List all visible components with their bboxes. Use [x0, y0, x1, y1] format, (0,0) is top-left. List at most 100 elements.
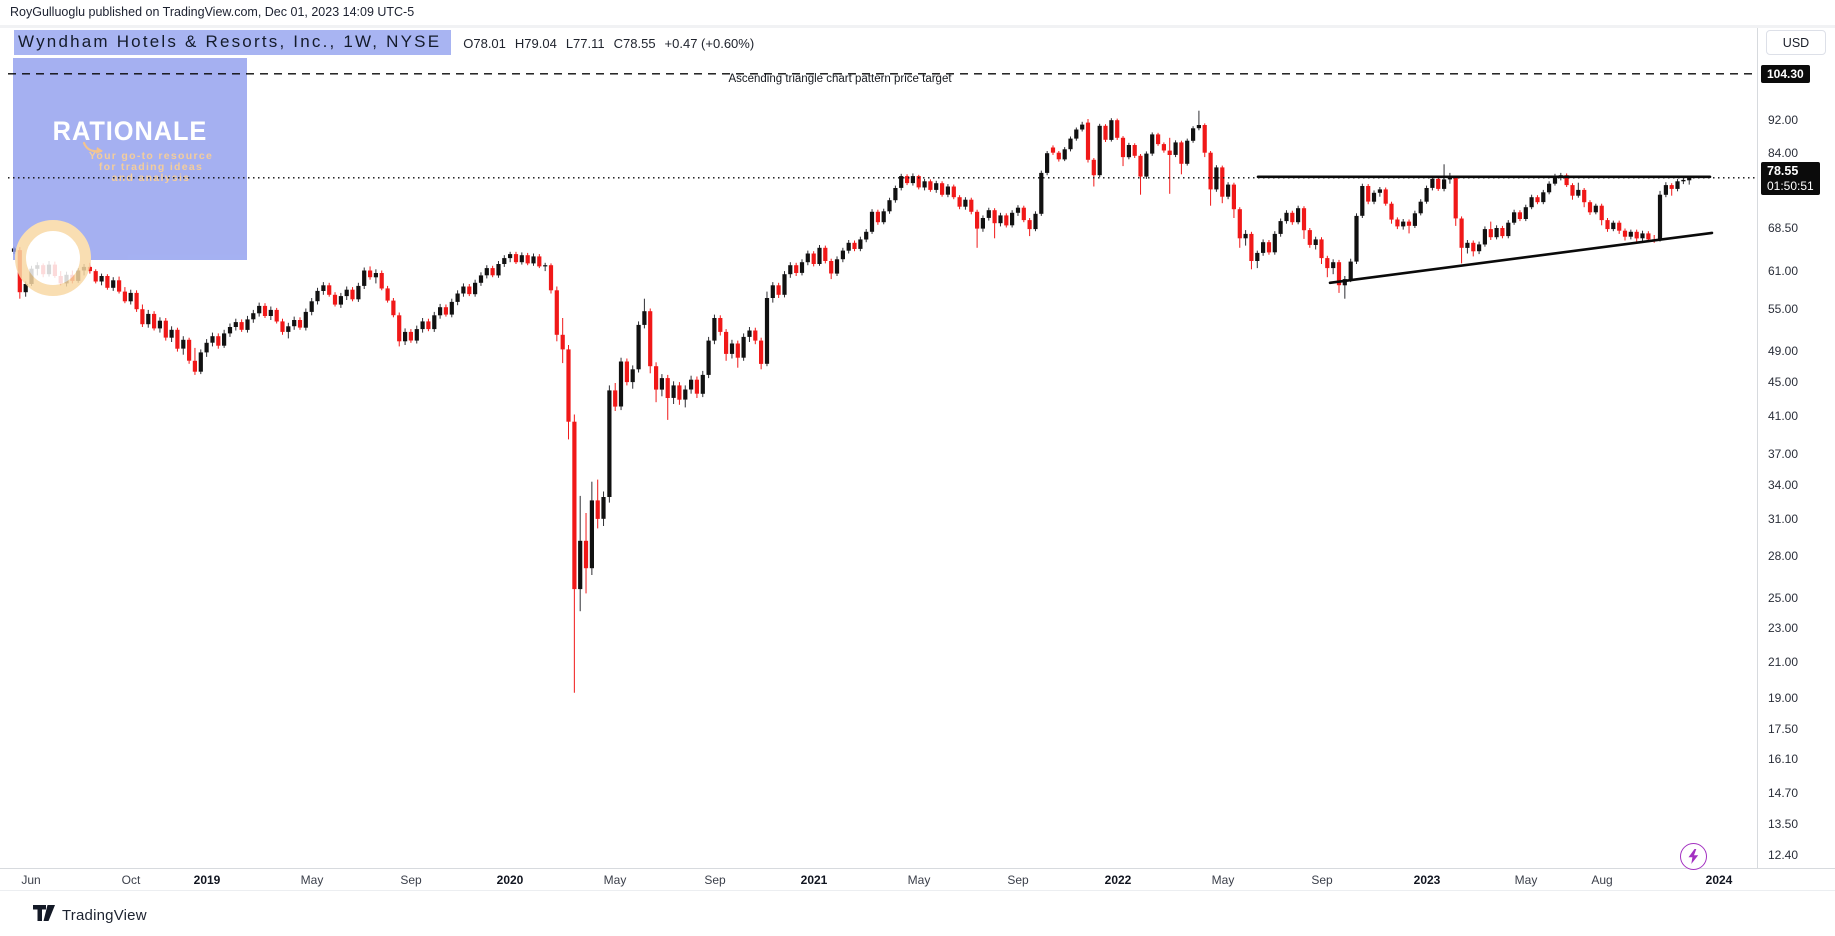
candle-body — [140, 309, 145, 325]
candle-body — [1541, 192, 1546, 203]
candle-body — [694, 379, 699, 394]
candle-body — [963, 199, 968, 207]
candle-body — [683, 389, 688, 400]
candle-body — [508, 254, 513, 259]
candle-body — [1080, 124, 1085, 130]
symbol-title[interactable]: Wyndham Hotels & Resorts, Inc., 1W, NYSE — [14, 30, 452, 55]
candle-body — [1640, 233, 1645, 239]
candle-body — [782, 274, 787, 295]
candle-body — [572, 421, 577, 590]
candle-body — [741, 336, 746, 358]
price-axis[interactable]: 104.30 92.00 84.00 78.55 01:50:51 68.50 61.00 5… — [1757, 28, 1835, 869]
candle-body — [659, 378, 664, 390]
candle-body — [210, 336, 215, 343]
candle-body — [1027, 220, 1032, 230]
currency-badge[interactable]: USD — [1766, 30, 1826, 55]
candle-body — [864, 231, 869, 240]
candle-body — [175, 329, 180, 349]
candle-body — [321, 285, 326, 291]
candle-body — [1045, 153, 1050, 173]
time-tick-month: Sep — [400, 873, 422, 887]
candle-body — [362, 270, 367, 286]
candle-body — [724, 331, 729, 354]
header-divider — [0, 25, 1835, 28]
candle-body — [840, 250, 845, 260]
candle-body — [905, 176, 910, 184]
candle-body — [338, 296, 343, 305]
footer-brand[interactable]: TradingView — [33, 905, 147, 925]
candle-body — [805, 253, 810, 263]
close-value: C78.55 — [613, 36, 656, 51]
candle-body — [93, 271, 98, 282]
candle-body — [642, 311, 647, 325]
candle-body — [1593, 205, 1598, 213]
price-tick-label: 41.00 — [1768, 409, 1799, 424]
candle-body — [613, 390, 618, 407]
candle-body — [111, 280, 116, 288]
price-tick-label: 31.00 — [1768, 511, 1799, 526]
time-tick-month: Aug — [1591, 873, 1613, 887]
candle-body — [910, 176, 915, 184]
candle-body — [315, 290, 320, 302]
candle-body — [490, 268, 495, 276]
candle-body — [595, 500, 600, 519]
curved-arrow-icon — [82, 141, 103, 154]
price-tick-label: 14.70 — [1768, 785, 1799, 800]
candle-body — [1459, 218, 1464, 248]
candle-body — [262, 305, 268, 316]
symbol-legend[interactable]: Wyndham Hotels & Resorts, Inc., 1W, NYSE… — [14, 30, 754, 55]
candle-body — [1348, 261, 1353, 279]
candle-body — [747, 330, 752, 337]
candle-body — [618, 361, 624, 407]
flash-button[interactable] — [1680, 843, 1707, 870]
time-tick-year: 2020 — [496, 873, 524, 887]
time-axis[interactable]: Jun Oct 2019 May Sep 2020 May Sep 2021 May Sep 2022… — [0, 868, 1835, 891]
candle-body — [152, 313, 157, 329]
candle-body — [1214, 167, 1219, 190]
candle-body — [35, 265, 40, 269]
price-tick-label: 19.00 — [1768, 691, 1799, 706]
candle-body — [1517, 212, 1522, 219]
candle-body — [1366, 186, 1371, 202]
time-tick-month: May — [1211, 873, 1235, 887]
candle-body — [1477, 244, 1482, 252]
candle-body — [105, 276, 110, 288]
candle-body — [251, 313, 256, 320]
bar-countdown: 01:50:51 — [1767, 178, 1814, 193]
candle-body — [1652, 239, 1657, 241]
price-tick-label: 21.00 — [1768, 654, 1799, 669]
candle-body — [64, 274, 69, 284]
candle-body — [391, 300, 396, 316]
candle-body — [23, 284, 28, 293]
price-tick-label: 84.00 — [1768, 146, 1799, 161]
candle-body — [128, 292, 133, 302]
candle-body — [1657, 194, 1663, 240]
price-tick-label: 23.00 — [1768, 621, 1799, 636]
candle-body — [1558, 175, 1563, 177]
candle-body — [1091, 159, 1096, 176]
candle-body — [473, 282, 478, 295]
candle-body — [368, 270, 373, 278]
triangle-support[interactable] — [1328, 231, 1714, 285]
candle-body — [169, 329, 174, 338]
candle-body — [87, 266, 92, 272]
candle-body — [1634, 231, 1639, 239]
candle-body — [513, 254, 519, 263]
candle-body — [1564, 175, 1569, 186]
time-tick-month: Sep — [704, 873, 726, 887]
candle-body — [1570, 185, 1575, 196]
price-tick-label: 16.10 — [1768, 752, 1799, 767]
candle-body — [484, 268, 489, 276]
candle-body — [379, 273, 384, 289]
candle-body — [455, 293, 460, 302]
candle-body — [81, 266, 87, 271]
change-value: +0.47 (+0.60%) — [664, 36, 755, 51]
candle-body — [1576, 189, 1581, 196]
candle-body — [309, 301, 314, 312]
candle-body — [227, 327, 233, 334]
open-value: O78.01 — [463, 36, 506, 51]
price-tick-label: 61.00 — [1768, 263, 1799, 278]
candle-body — [817, 247, 822, 264]
candle-body — [554, 290, 559, 335]
